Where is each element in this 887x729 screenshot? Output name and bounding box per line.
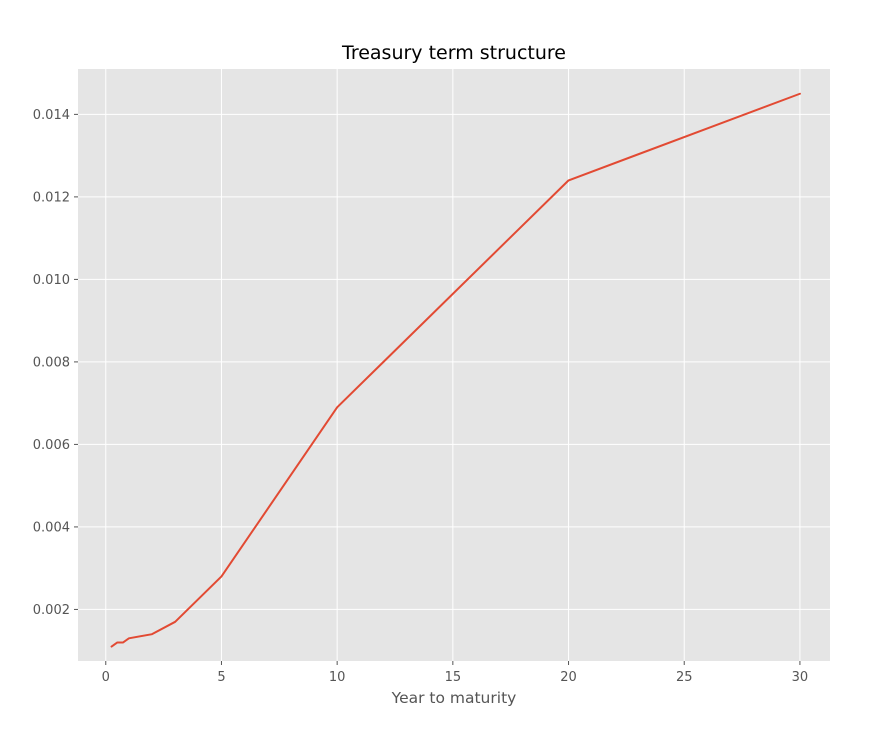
y-tick-label: 0.014 [33, 108, 70, 123]
plot-area [78, 69, 830, 661]
x-tick-label: 5 [217, 670, 225, 685]
series-layer [110, 92, 801, 648]
y-tick-label: 0.012 [33, 190, 70, 205]
x-tick-label: 20 [560, 670, 577, 685]
y-tick-label: 0.010 [33, 273, 70, 288]
y-tick-label: 0.002 [33, 603, 70, 618]
x-axis-ticks: 0 5 10 15 20 25 30 [102, 661, 809, 685]
chart-title: Treasury term structure [341, 42, 566, 64]
y-tick-label: 0.004 [33, 520, 70, 535]
x-tick-label: 25 [676, 670, 693, 685]
x-tick-label: 30 [792, 670, 809, 685]
x-axis-label: Year to maturity [391, 689, 517, 707]
x-tick-label: 0 [102, 670, 110, 685]
y-tick-label: 0.006 [33, 438, 70, 453]
x-tick-label: 10 [329, 670, 346, 685]
x-tick-label: 15 [445, 670, 462, 685]
grid [78, 69, 830, 661]
y-axis-ticks: 0.002 0.004 0.006 0.008 0.010 0.012 0.014 [33, 108, 78, 618]
series-line-0 [110, 92, 801, 648]
y-tick-label: 0.008 [33, 355, 70, 370]
